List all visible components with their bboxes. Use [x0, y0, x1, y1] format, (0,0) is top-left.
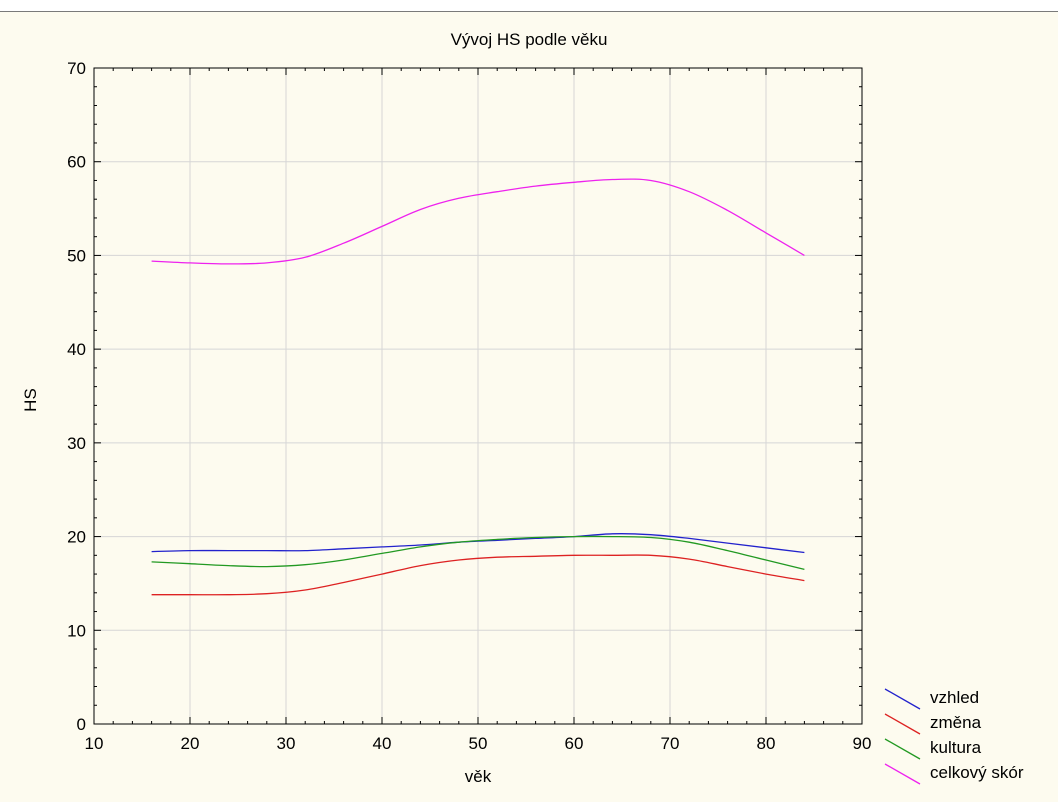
y-tick-label: 60 — [67, 153, 86, 172]
y-tick-label: 70 — [67, 59, 86, 78]
x-tick-label: 50 — [469, 734, 488, 753]
legend: vzhled změna kultura celkový skór — [884, 688, 1024, 785]
y-tick-label: 30 — [67, 434, 86, 453]
legend-swatch-vzhled — [884, 688, 921, 710]
y-tick-label: 0 — [77, 715, 86, 734]
y-axis-label: HS — [21, 388, 40, 412]
y-tick-label: 10 — [67, 621, 86, 640]
legend-label-vzhled: vzhled — [930, 688, 979, 707]
legend-label-kultura: kultura — [930, 738, 982, 757]
legend-label-celkovy-skor: celkový skór — [930, 763, 1024, 782]
legend-label-zmena: změna — [930, 713, 982, 732]
y-tick-label: 40 — [67, 340, 86, 359]
grid — [94, 68, 862, 724]
series-line-celkovy-skor — [151, 178, 805, 265]
x-tick-label: 60 — [565, 734, 584, 753]
x-tick-label: 30 — [277, 734, 296, 753]
y-tick-label: 50 — [67, 246, 86, 265]
x-axis-label: věk — [465, 767, 492, 786]
legend-swatch-kultura — [884, 738, 921, 760]
series-line-zmena — [151, 554, 805, 596]
y-tick-label: 20 — [67, 528, 86, 547]
series-line-kultura — [151, 535, 805, 571]
legend-swatch-zmena — [884, 713, 921, 735]
chart-title: Vývoj HS podle věku — [451, 30, 608, 49]
x-tick-label: 10 — [85, 734, 104, 753]
x-tick-label: 90 — [853, 734, 872, 753]
x-tick-label: 40 — [373, 734, 392, 753]
window-top-border — [0, 0, 1058, 12]
legend-swatch-celkovy-skor — [884, 763, 921, 785]
series-lines — [151, 178, 805, 596]
x-tick-label: 80 — [757, 734, 776, 753]
x-tick-label: 20 — [181, 734, 200, 753]
x-tick-label: 70 — [661, 734, 680, 753]
